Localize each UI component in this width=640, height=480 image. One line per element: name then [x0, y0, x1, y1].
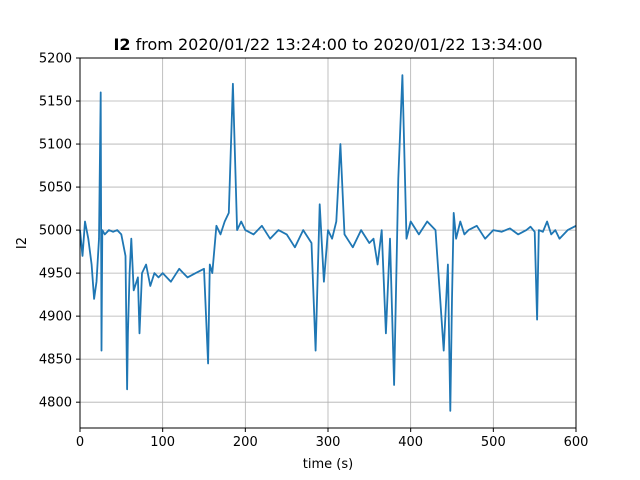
y-tick-label: 4950: [39, 267, 72, 282]
chart-title: I2 from 2020/01/22 13:24:00 to 2020/01/2…: [113, 35, 542, 54]
chart-title-signal: I2: [113, 35, 130, 54]
y-tick-label: 4900: [39, 310, 72, 325]
axes: 0 100 200 300 400 500 600 4800 4850 4900 4950 5000 5…: [39, 52, 589, 451]
series-line: [79, 74, 577, 412]
x-tick-label: 200: [233, 435, 258, 450]
grid: [79, 57, 577, 428]
y-tick-label: 5200: [39, 52, 72, 67]
x-tick-label: 300: [316, 435, 341, 450]
y-tick-label: 4850: [39, 353, 72, 368]
x-tick-label: 600: [564, 435, 589, 450]
chart-title-range: from 2020/01/22 13:24:00 to 2020/01/22 1…: [131, 35, 543, 54]
y-tick-label: 5100: [39, 138, 72, 153]
x-tick-label: 0: [76, 435, 84, 450]
x-tick-label: 100: [150, 435, 175, 450]
y-axis-label: I2: [15, 237, 30, 249]
x-tick-label: 400: [398, 435, 423, 450]
y-tick-label: 5050: [39, 181, 72, 196]
y-tick-label: 5000: [39, 224, 72, 239]
x-axis-label: time (s): [303, 457, 353, 472]
series-layer: [79, 74, 577, 412]
y-tick-label: 4800: [39, 396, 72, 411]
y-tick-label: 5150: [39, 95, 72, 110]
x-tick-label: 500: [481, 435, 506, 450]
